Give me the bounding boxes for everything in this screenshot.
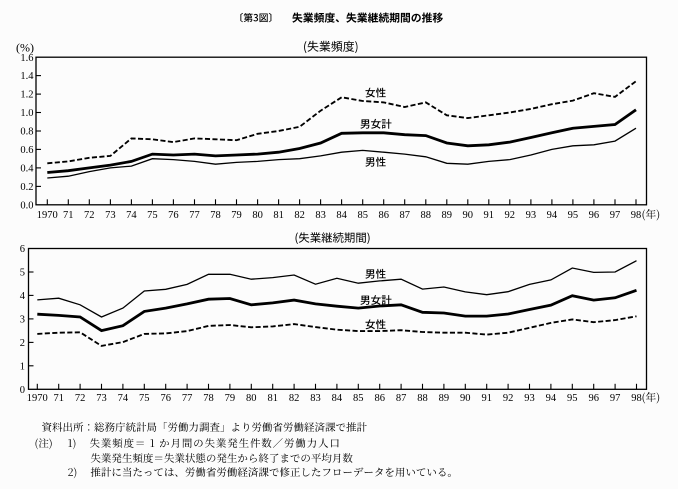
svg-text:90: 90 bbox=[460, 393, 471, 404]
svg-text:98: 98 bbox=[631, 210, 642, 221]
svg-text:87: 87 bbox=[399, 210, 410, 221]
svg-text:88: 88 bbox=[417, 393, 428, 404]
svg-text:5: 5 bbox=[20, 268, 25, 279]
svg-text:95: 95 bbox=[568, 210, 579, 221]
svg-text:76: 76 bbox=[168, 210, 179, 221]
svg-text:2: 2 bbox=[20, 338, 25, 349]
svg-text:1.6: 1.6 bbox=[20, 53, 33, 64]
svg-text:90: 90 bbox=[463, 210, 474, 221]
svg-text:80: 80 bbox=[252, 210, 263, 221]
svg-text:1: 1 bbox=[20, 361, 25, 372]
svg-text:82: 82 bbox=[294, 210, 305, 221]
svg-text:85: 85 bbox=[357, 210, 368, 221]
svg-text:89: 89 bbox=[439, 393, 450, 404]
svg-text:79: 79 bbox=[225, 393, 236, 404]
svg-text:78: 78 bbox=[203, 393, 214, 404]
svg-text:0: 0 bbox=[20, 385, 25, 396]
svg-text:92: 92 bbox=[503, 393, 514, 404]
svg-text:3: 3 bbox=[20, 315, 25, 326]
svg-text:88: 88 bbox=[421, 210, 432, 221]
svg-text:71: 71 bbox=[63, 210, 74, 221]
svg-text:87: 87 bbox=[396, 393, 407, 404]
svg-text:93: 93 bbox=[524, 393, 535, 404]
svg-text:79: 79 bbox=[231, 210, 242, 221]
svg-text:77: 77 bbox=[189, 210, 200, 221]
svg-text:4: 4 bbox=[20, 291, 26, 302]
svg-text:76: 76 bbox=[160, 393, 171, 404]
svg-text:95: 95 bbox=[567, 393, 578, 404]
svg-text:74: 74 bbox=[126, 210, 137, 221]
svg-text:6: 6 bbox=[20, 244, 25, 255]
svg-text:77: 77 bbox=[182, 393, 193, 404]
svg-text:91: 91 bbox=[481, 393, 492, 404]
svg-text:1.0: 1.0 bbox=[20, 108, 33, 119]
svg-text:93: 93 bbox=[526, 210, 537, 221]
svg-text:1970: 1970 bbox=[37, 210, 58, 221]
svg-text:0.4: 0.4 bbox=[20, 164, 34, 175]
svg-text:94: 94 bbox=[546, 393, 557, 404]
svg-text:94: 94 bbox=[547, 210, 558, 221]
svg-text:72: 72 bbox=[84, 210, 95, 221]
svg-text:83: 83 bbox=[310, 393, 321, 404]
svg-text:0.6: 0.6 bbox=[20, 145, 33, 156]
svg-text:83: 83 bbox=[315, 210, 326, 221]
svg-text:1.2: 1.2 bbox=[20, 90, 33, 101]
svg-text:96: 96 bbox=[589, 210, 600, 221]
svg-text:81: 81 bbox=[273, 210, 284, 221]
svg-text:84: 84 bbox=[336, 210, 347, 221]
svg-text:84: 84 bbox=[332, 393, 343, 404]
svg-text:71: 71 bbox=[53, 393, 64, 404]
svg-text:97: 97 bbox=[610, 393, 621, 404]
svg-text:75: 75 bbox=[147, 210, 158, 221]
svg-text:73: 73 bbox=[96, 393, 107, 404]
svg-text:0.8: 0.8 bbox=[20, 127, 33, 138]
svg-text:96: 96 bbox=[588, 393, 599, 404]
svg-text:98: 98 bbox=[631, 393, 642, 404]
svg-text:80: 80 bbox=[246, 393, 257, 404]
svg-text:86: 86 bbox=[378, 210, 389, 221]
svg-text:0.2: 0.2 bbox=[20, 182, 33, 193]
svg-text:82: 82 bbox=[289, 393, 300, 404]
svg-text:89: 89 bbox=[442, 210, 453, 221]
svg-text:1.4: 1.4 bbox=[20, 71, 34, 82]
svg-text:73: 73 bbox=[105, 210, 116, 221]
svg-text:97: 97 bbox=[610, 210, 621, 221]
svg-text:75: 75 bbox=[139, 393, 150, 404]
svg-text:81: 81 bbox=[267, 393, 278, 404]
svg-text:86: 86 bbox=[374, 393, 385, 404]
svg-text:1970: 1970 bbox=[27, 393, 48, 404]
svg-text:85: 85 bbox=[353, 393, 364, 404]
svg-text:92: 92 bbox=[505, 210, 516, 221]
svg-text:78: 78 bbox=[210, 210, 221, 221]
svg-text:91: 91 bbox=[484, 210, 495, 221]
svg-text:0.0: 0.0 bbox=[20, 200, 33, 211]
svg-text:(%): (%) bbox=[16, 41, 34, 55]
svg-text:72: 72 bbox=[75, 393, 86, 404]
svg-text:74: 74 bbox=[118, 393, 129, 404]
